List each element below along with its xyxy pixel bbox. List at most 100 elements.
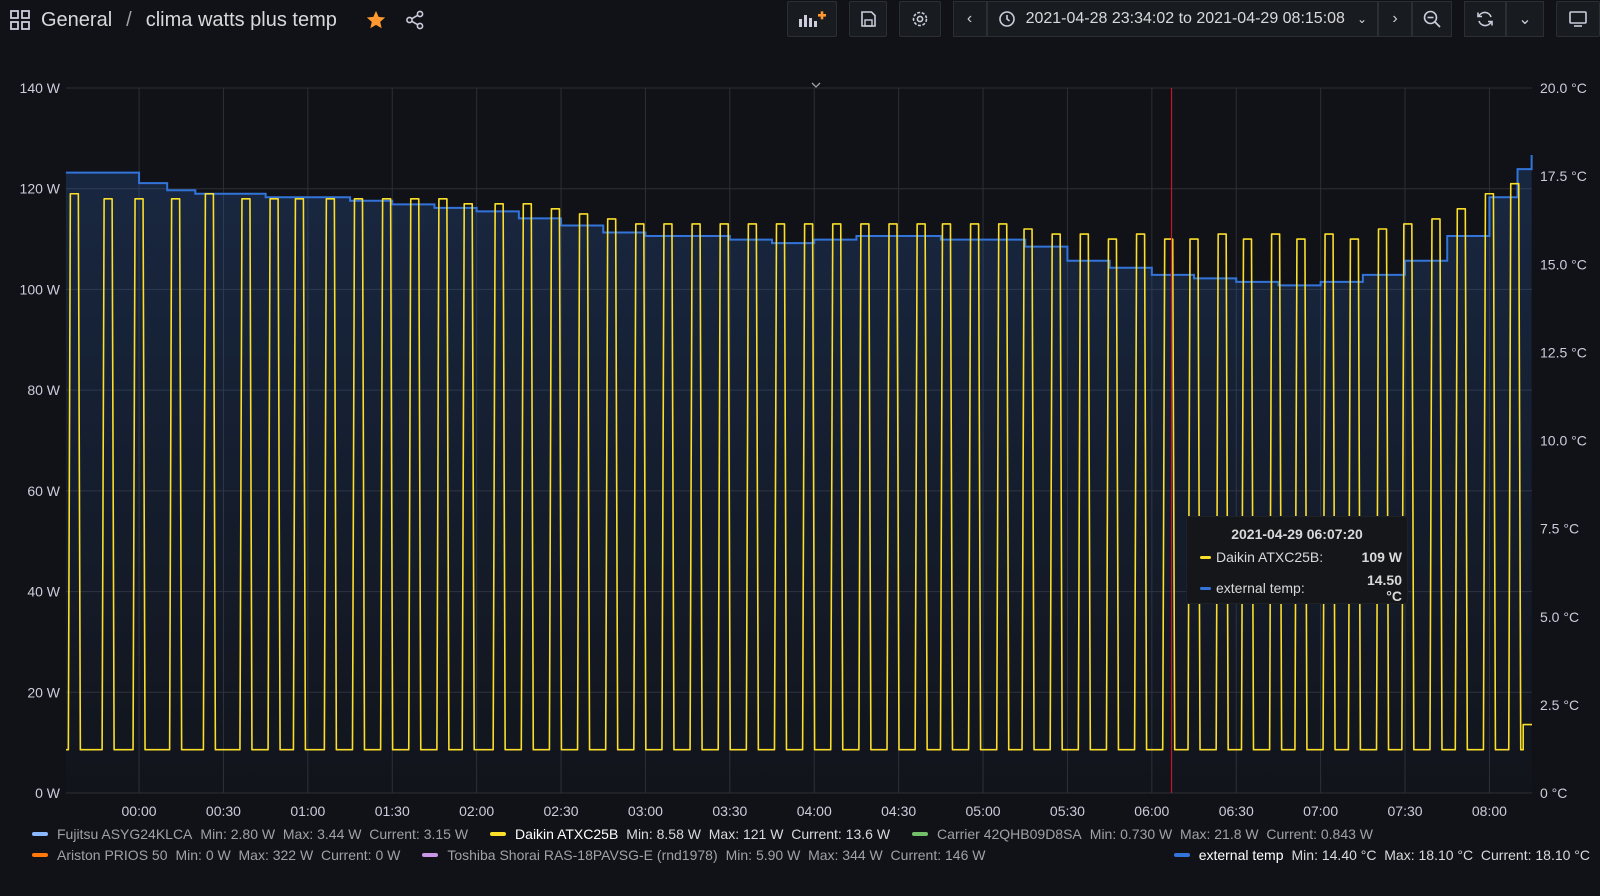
external-temp-series (65, 154, 1533, 794)
breadcrumb-folder[interactable]: General (41, 8, 113, 31)
legend-item[interactable]: external temp Min: 14.40 °C Max: 18.10 °… (1173, 847, 1590, 863)
x-tick-label: 02:00 (459, 803, 494, 819)
legend-series-name: Carrier 42QHB09D8SA (937, 826, 1082, 842)
y-right-tick-label: 15.0 °C (1540, 256, 1587, 272)
x-tick-label: 00:00 (122, 803, 157, 819)
x-tick-label: 05:00 (966, 803, 1001, 819)
y-left-tick-label: 120 W (20, 181, 61, 197)
x-tick-label: 02:30 (544, 803, 579, 819)
x-tick-label: 01:00 (290, 803, 325, 819)
y-right-tick-label: 10.0 °C (1540, 433, 1587, 449)
legend-series-stats: Min: 14.40 °C Max: 18.10 °C Current: 18.… (1291, 847, 1590, 863)
legend-swatch (32, 832, 48, 836)
time-back-button[interactable]: ‹ (952, 1, 987, 37)
tooltip-value: 14.50 °C (1366, 572, 1402, 604)
settings-icon (912, 11, 927, 27)
tooltip-swatch (1200, 555, 1211, 559)
legend-item[interactable]: Fujitsu ASYG24KLCA Min: 2.80 W Max: 3.44… (32, 826, 476, 842)
x-tick-label: 03:00 (628, 803, 663, 819)
y-right-tick-label: 20.0 °C (1540, 80, 1587, 96)
y-left-tick-label: 0 W (35, 785, 61, 801)
save-dashboard-button[interactable] (848, 1, 887, 37)
dashboard-title[interactable]: clima watts plus temp (145, 8, 337, 31)
zoom-out-icon (1423, 10, 1441, 28)
time-forward-button[interactable]: › (1378, 1, 1412, 37)
legend-item[interactable]: Toshiba Shorai RAS-18PAVSG-E (rnd1978) M… (422, 847, 993, 863)
panel-header-chevron[interactable] (811, 82, 821, 88)
zoom-out-button[interactable] (1412, 1, 1452, 37)
legend-swatch (32, 853, 48, 857)
dashboard-toolbar: ‹ 2021-04-28 23:34:02 to 2021-04-29 08:1… (775, 0, 1600, 38)
refresh-button[interactable] (1464, 1, 1506, 37)
x-tick-label: 01:30 (375, 803, 410, 819)
legend-series-name: Ariston PRIOS 50 (57, 847, 168, 863)
y-left-tick-label: 100 W (20, 281, 61, 297)
x-tick-label: 08:00 (1472, 803, 1507, 819)
y-left-tick-label: 40 W (27, 584, 60, 600)
external-temp-line (65, 154, 1533, 287)
chevron-down-icon: ⌄ (1518, 11, 1532, 28)
time-range-picker[interactable]: 2021-04-28 23:34:02 to 2021-04-29 08:15:… (986, 1, 1378, 37)
legend-item[interactable]: Daikin ATXC25B Min: 8.58 W Max: 121 W Cu… (490, 826, 898, 842)
tooltip-row: Daikin ATXC25B: 109 W (1187, 549, 1407, 565)
y-left-tick-label: 20 W (27, 684, 60, 700)
time-range-label: 2021-04-28 23:34:02 to 2021-04-29 08:15:… (1025, 10, 1345, 27)
tv-mode-button[interactable] (1556, 1, 1600, 37)
timeseries-panel[interactable]: 0 W 20 W 40 W 60 W 80 W 100 W 120 W 140 W 0 °C 2.… (0, 40, 1600, 824)
y-left-tick-label: 60 W (27, 483, 60, 499)
refresh-interval-button[interactable]: ⌄ (1506, 1, 1544, 37)
tooltip-row: external temp: 14.50 °C (1187, 572, 1407, 604)
x-tick-label: 04:00 (797, 803, 832, 819)
tooltip-series-name: Daikin ATXC25B: (1216, 549, 1324, 565)
legend-series-name: Daikin ATXC25B (515, 826, 619, 842)
legend-item[interactable]: Ariston PRIOS 50 Min: 0 W Max: 322 W Cur… (32, 847, 408, 863)
tooltip-series-name: external temp: (1216, 580, 1305, 596)
y-right-tick-label: 17.5 °C (1540, 168, 1587, 184)
legend-series-name: external temp (1198, 847, 1284, 863)
save-icon (860, 11, 876, 27)
tv-mode-icon (1569, 11, 1587, 27)
x-tick-label: 07:00 (1303, 803, 1338, 819)
chevron-down-icon (811, 82, 821, 88)
tooltip-time: 2021-04-29 06:07:20 (1231, 526, 1363, 542)
legend-series-stats: Min: 0.730 W Max: 21.8 W Current: 0.843 … (1089, 826, 1373, 842)
tooltip-swatch (1200, 586, 1211, 590)
y-right-tick-label: 2.5 °C (1540, 697, 1579, 713)
y-right-tick-label: 0 °C (1540, 785, 1567, 801)
y-right-tick-label: 7.5 °C (1540, 521, 1579, 537)
legend-series-stats: Min: 0 W Max: 322 W Current: 0 W (175, 847, 401, 863)
star-icon[interactable] (365, 9, 387, 31)
daikin-line (66, 182, 1532, 751)
legend-swatch (1173, 853, 1190, 857)
chart-axes: 0 W 20 W 40 W 60 W 80 W 100 W 120 W 140 W 0 °C 2.… (20, 80, 1587, 819)
x-tick-label: 00:30 (206, 803, 241, 819)
legend-swatch (912, 832, 929, 836)
breadcrumb-separator: / (126, 8, 132, 31)
y-right-tick-label: 5.0 °C (1540, 609, 1579, 625)
x-tick-label: 06:30 (1219, 803, 1254, 819)
legend-item[interactable]: Carrier 42QHB09D8SA Min: 0.730 W Max: 21… (912, 826, 1381, 842)
apps-icon[interactable] (9, 9, 31, 31)
y-right-tick-label: 12.5 °C (1540, 344, 1587, 360)
legend-series-name: Fujitsu ASYG24KLCA (57, 826, 193, 842)
legend-series-name: Toshiba Shorai RAS-18PAVSG-E (rnd1978) (447, 847, 718, 863)
x-tick-label: 05:30 (1050, 803, 1085, 819)
x-tick-label: 07:30 (1388, 803, 1423, 819)
add-panel-button[interactable] (786, 1, 837, 37)
external-temp-area (65, 154, 1532, 794)
tooltip-value: 109 W (1361, 549, 1402, 565)
y-left-tick-label: 80 W (27, 382, 60, 398)
add-panel-icon (798, 11, 826, 27)
x-tick-label: 03:30 (712, 803, 747, 819)
x-tick-label: 04:30 (881, 803, 916, 819)
legend-series-stats: Min: 5.90 W Max: 344 W Current: 146 W (725, 847, 986, 863)
share-icon[interactable] (405, 10, 425, 30)
daikin-series (66, 182, 1532, 751)
x-tick-label: 06:00 (1134, 803, 1169, 819)
dashboard-settings-button[interactable] (898, 1, 941, 37)
chevron-down-icon: ⌄ (1356, 12, 1367, 26)
graph-tooltip: 2021-04-29 06:07:20 Daikin ATXC25B: 109 … (1186, 516, 1408, 604)
legend-swatch (422, 853, 439, 857)
refresh-icon (1477, 11, 1493, 27)
refresh-group: ⌄ (1464, 1, 1544, 37)
